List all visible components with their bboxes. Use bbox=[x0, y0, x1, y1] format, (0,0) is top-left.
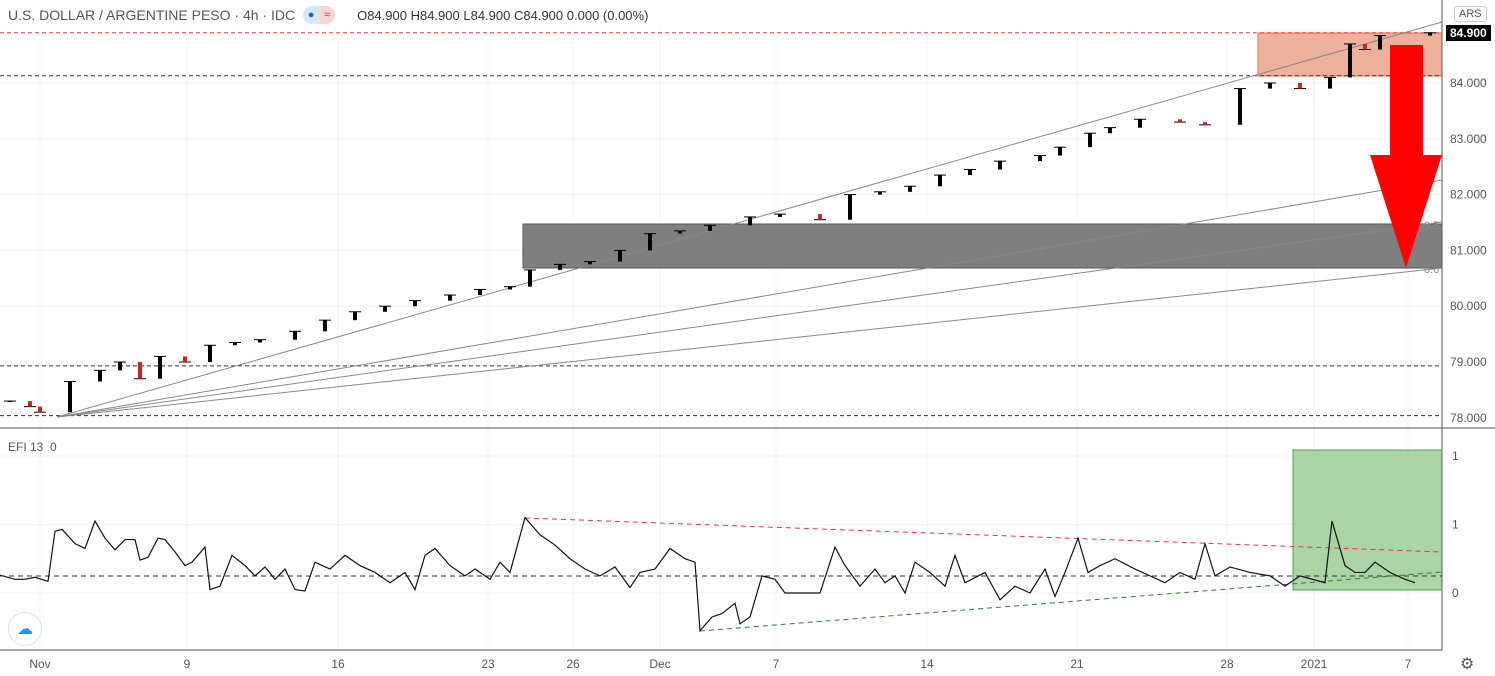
time-tick: 7 bbox=[1405, 657, 1412, 671]
candle bbox=[588, 261, 592, 265]
candle bbox=[558, 264, 562, 270]
candle bbox=[1203, 122, 1207, 125]
candle bbox=[1378, 35, 1382, 50]
candle bbox=[1088, 133, 1092, 148]
indicator-legend[interactable]: EFI 13 0 bbox=[8, 440, 57, 454]
status-badge[interactable]: ● ≈ bbox=[303, 6, 336, 24]
ohlc-readout: O84.900 H84.900 L84.900 C84.900 0.000 (0… bbox=[357, 7, 649, 23]
price-tick: 79.000 bbox=[1450, 355, 1487, 369]
candle bbox=[98, 370, 102, 382]
candle bbox=[1108, 127, 1112, 134]
candle bbox=[233, 342, 237, 346]
candle bbox=[508, 286, 512, 290]
time-tick: 16 bbox=[331, 657, 345, 671]
candle bbox=[383, 306, 387, 312]
candle bbox=[938, 175, 942, 187]
price-tick: 84.000 bbox=[1450, 76, 1487, 90]
candle bbox=[28, 401, 32, 407]
candle bbox=[1138, 119, 1142, 128]
candle bbox=[1268, 83, 1272, 89]
candle bbox=[158, 356, 162, 379]
candle bbox=[1058, 147, 1062, 156]
candle bbox=[1328, 77, 1332, 89]
fan-line bbox=[56, 221, 1443, 418]
time-tick: 14 bbox=[920, 657, 934, 671]
time-tick: 2021 bbox=[1301, 657, 1328, 671]
candle bbox=[678, 230, 682, 234]
candle bbox=[353, 311, 357, 321]
time-tick: 7 bbox=[773, 657, 780, 671]
candle bbox=[848, 194, 852, 220]
candle bbox=[1363, 43, 1367, 50]
candle bbox=[448, 295, 452, 301]
candle bbox=[1348, 43, 1352, 78]
efi-tick: 1 bbox=[1452, 518, 1459, 532]
chart-header: U.S. DOLLAR / ARGENTINE PESO · 4h · IDC … bbox=[8, 6, 648, 24]
time-tick: 26 bbox=[566, 657, 580, 671]
candle bbox=[648, 233, 652, 251]
candle bbox=[478, 289, 482, 296]
candle bbox=[748, 216, 752, 226]
candle bbox=[878, 191, 882, 195]
support-zone bbox=[522, 223, 1443, 269]
candle bbox=[118, 362, 122, 371]
candle bbox=[1298, 83, 1302, 89]
candle bbox=[293, 331, 297, 340]
efi-tick: 1 bbox=[1452, 449, 1459, 463]
candle bbox=[968, 169, 972, 176]
fib-label: 0.6 bbox=[1424, 264, 1439, 276]
candle bbox=[778, 214, 782, 217]
time-tick: 21 bbox=[1070, 657, 1084, 671]
candle bbox=[618, 250, 622, 262]
last-price-label: 84.900 bbox=[1446, 25, 1491, 41]
candle bbox=[998, 161, 1002, 170]
candle bbox=[908, 186, 912, 192]
globe-icon: ● bbox=[303, 6, 320, 24]
price-tick: 82.000 bbox=[1450, 188, 1487, 202]
gear-icon[interactable]: ⚙ bbox=[1460, 656, 1475, 673]
efi-tick: 0 bbox=[1452, 586, 1459, 600]
price-tick: 83.000 bbox=[1450, 132, 1487, 146]
candle bbox=[818, 214, 822, 220]
candle bbox=[138, 362, 142, 379]
time-tick: 23 bbox=[481, 657, 495, 671]
candle bbox=[68, 381, 72, 413]
candle bbox=[8, 401, 12, 403]
fan-line bbox=[56, 267, 1443, 418]
fib-label: 0.5 bbox=[1424, 220, 1439, 232]
candle bbox=[413, 300, 417, 307]
candle bbox=[183, 356, 187, 362]
efi-line bbox=[0, 516, 1416, 633]
candle bbox=[208, 345, 212, 362]
currency-label[interactable]: ARS bbox=[1454, 6, 1487, 22]
candle bbox=[323, 320, 327, 332]
candle bbox=[1238, 88, 1242, 125]
candle bbox=[258, 339, 262, 343]
fan-line bbox=[56, 179, 1443, 418]
time-tick: Nov bbox=[29, 657, 50, 671]
price-tick: 81.000 bbox=[1450, 243, 1487, 257]
candle bbox=[1178, 119, 1182, 123]
efi-zone bbox=[1292, 449, 1443, 591]
time-tick: 28 bbox=[1220, 657, 1234, 671]
candle bbox=[708, 225, 712, 231]
candle bbox=[528, 269, 532, 287]
down-arrow-icon bbox=[1370, 45, 1442, 268]
time-tick: Dec bbox=[649, 657, 670, 671]
candle bbox=[1038, 155, 1042, 162]
tradingview-logo-icon[interactable]: ☁ bbox=[8, 612, 42, 646]
candle bbox=[38, 406, 42, 413]
symbol-title[interactable]: U.S. DOLLAR / ARGENTINE PESO · 4h · IDC bbox=[8, 7, 296, 23]
efi-support-trendline bbox=[699, 571, 1443, 632]
delay-icon: ≈ bbox=[319, 6, 336, 24]
price-tick: 80.000 bbox=[1450, 299, 1487, 313]
candle bbox=[1428, 32, 1432, 36]
time-tick: 9 bbox=[184, 657, 191, 671]
price-tick: 78.000 bbox=[1450, 411, 1487, 425]
